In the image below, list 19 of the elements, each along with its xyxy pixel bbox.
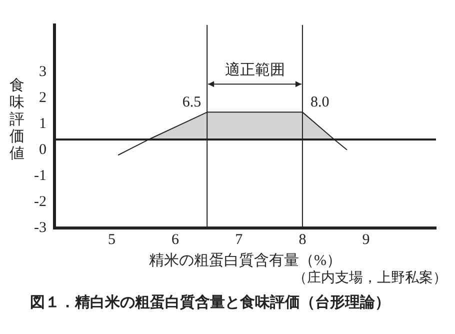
y-tick-label: -1	[34, 168, 46, 184]
x-tick-label: 9	[362, 232, 370, 248]
y-tick-label: 0	[38, 142, 46, 158]
x-tick-label: 5	[108, 232, 116, 248]
y-tick-label: -3	[34, 220, 46, 236]
y-tick-label: -2	[34, 194, 46, 210]
annotation: 適正範囲	[224, 62, 285, 79]
annotation: 6.5	[182, 94, 202, 111]
y-axis-title: 食味評価値	[8, 76, 26, 162]
y-tick-label: 3	[38, 64, 46, 80]
text: 図１．精白米の粗蛋白質含量と食味評価（台形理論）	[29, 293, 391, 312]
x-tick-label: 6	[172, 232, 180, 248]
y-tick-label: 2	[38, 90, 46, 106]
y-tick-label: 1	[38, 116, 46, 132]
x-tick-label: 7	[235, 232, 244, 248]
x-axis-title: 精米の粗蛋白質含有量（%）	[149, 252, 342, 269]
annotation: 8.0	[310, 94, 330, 111]
x-tick-label: 8	[298, 232, 306, 248]
text: （庄内支場，上野私案）	[292, 269, 447, 287]
